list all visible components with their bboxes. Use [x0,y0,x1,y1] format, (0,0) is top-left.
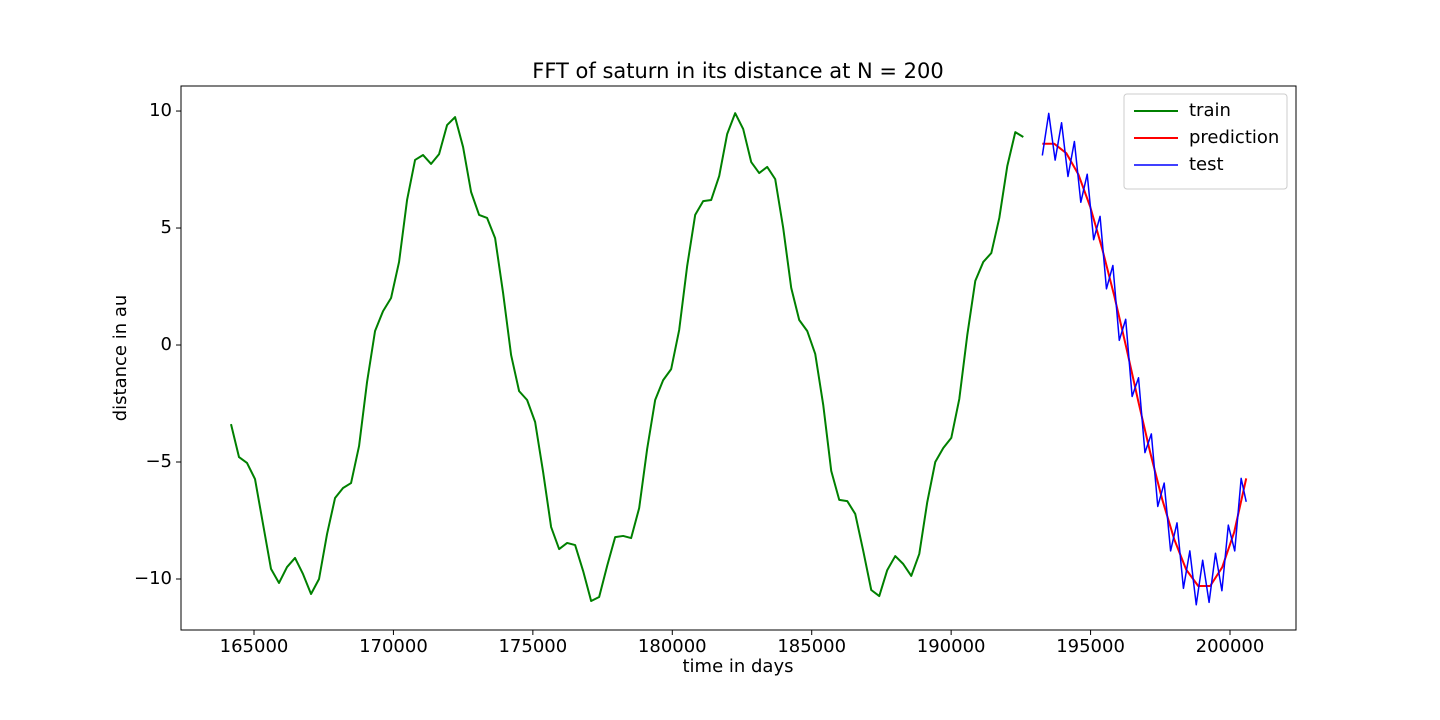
chart-title: FFT of saturn in its distance at N = 200 [532,59,944,83]
y-tick-label: 0 [161,334,172,355]
series-line [230,112,1024,602]
y-tick-label: 10 [149,100,172,121]
plot-frame [180,85,1297,631]
x-axis-label: time in days [682,656,793,677]
x-tick-label: 175000 [498,636,567,657]
y-tick-label: −5 [145,451,172,472]
x-tick-label: 170000 [359,636,428,657]
legend-label: prediction [1189,127,1279,148]
x-tick-label: 185000 [777,636,846,657]
y-tick-label: 5 [161,217,172,238]
x-tick-label: 180000 [638,636,707,657]
y-axis-label: distance in au [110,295,131,422]
series-line [1041,112,1247,606]
x-tick-label: 165000 [220,636,289,657]
legend-label: train [1189,100,1231,121]
x-tick-label: 200000 [1196,636,1265,657]
legend-label: test [1189,154,1224,175]
x-tick-label: 195000 [1056,636,1125,657]
x-tick-label: 190000 [917,636,986,657]
y-tick-label: −10 [134,568,172,589]
